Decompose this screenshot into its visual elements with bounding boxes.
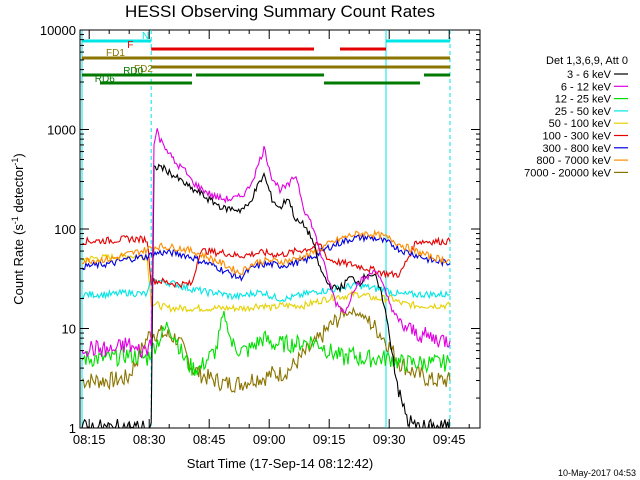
series-line-3-6-kev <box>81 163 450 429</box>
y-tick-label-10: 10 <box>62 322 76 337</box>
legend-label-12-25-kev: 12 - 25 keV <box>555 94 612 106</box>
x-tick-label-09-15: 09:15 <box>313 432 346 447</box>
y-tick-label-100: 100 <box>54 222 76 237</box>
y-axis-ticks: 1 10 100 1000 10000 <box>40 23 480 436</box>
y-axis-label-mid: detector <box>11 165 26 216</box>
y-tick-label-10000: 10000 <box>40 23 76 38</box>
y-tick-label-1: 1 <box>69 421 76 436</box>
x-axis-ticks: 08:15 08:30 08:45 09:00 09:15 09:30 09:45 <box>73 30 470 447</box>
x-tick-label-09-45: 09:45 <box>433 432 466 447</box>
footer-timestamp: 10-May-2017 04:53 <box>558 468 636 478</box>
y-tick-label-1000: 1000 <box>47 123 76 138</box>
series-line-25-50-kev <box>81 277 451 303</box>
legend-label-100-300-kev: 100 - 300 keV <box>543 131 612 143</box>
flag-label-fd1: FD1 <box>106 48 125 59</box>
flag-label-fd2: FD2 <box>134 64 153 75</box>
series-line-300-800-kev <box>81 232 451 282</box>
legend-label-7000-20000-kev: 7000 - 20000 keV <box>524 167 612 179</box>
y-axis-label-exp2: -1 <box>10 158 20 166</box>
x-tick-label-08-45: 08:45 <box>193 432 226 447</box>
series-line-6-12-kev <box>81 128 451 359</box>
x-axis-label: Start Time (17-Sep-14 08:12:42) <box>187 456 373 471</box>
flag-label-n: N <box>142 31 149 42</box>
chart-title: HESSI Observing Summary Count Rates <box>125 2 435 21</box>
y-axis-label-units: (s <box>11 224 26 235</box>
series-line-50-100-kev <box>81 252 451 313</box>
legend-label-800-7000-kev: 800 - 7000 keV <box>536 155 611 167</box>
flag-label-rd6: RD6 <box>95 74 115 85</box>
legend-label-300-800-kev: 300 - 800 keV <box>543 143 612 155</box>
series-line-100-300-kev <box>81 235 451 289</box>
flag-label-f: F <box>127 40 133 51</box>
legend-label-6-12-kev: 6 - 12 keV <box>561 81 612 93</box>
flag-label-rd0: RD0 <box>123 66 143 77</box>
y-axis-label-exp1: -1 <box>10 216 20 224</box>
y-axis-label-close: ) <box>11 153 26 157</box>
legend-label-50-100-kev: 50 - 100 keV <box>549 118 612 130</box>
y-axis-label: Count Rate(s-1 detector-1) <box>10 153 26 305</box>
series-line-12-25-kev <box>81 310 451 376</box>
series-line-800-7000-kev <box>81 229 451 275</box>
legend-label-3-6-kev: 3 - 6 keV <box>567 69 612 81</box>
y-axis-label-text: Count Rate <box>11 239 26 305</box>
legend-header: Det 1,3,6,9, Att 0 <box>546 55 628 67</box>
legend-label-25-50-kev: 25 - 50 keV <box>555 106 612 118</box>
x-tick-label-08-30: 08:30 <box>133 432 166 447</box>
x-tick-label-08-15: 08:15 <box>73 432 106 447</box>
series-lines <box>81 128 451 429</box>
x-tick-label-09-30: 09:30 <box>373 432 406 447</box>
x-tick-label-09-00: 09:00 <box>253 432 286 447</box>
